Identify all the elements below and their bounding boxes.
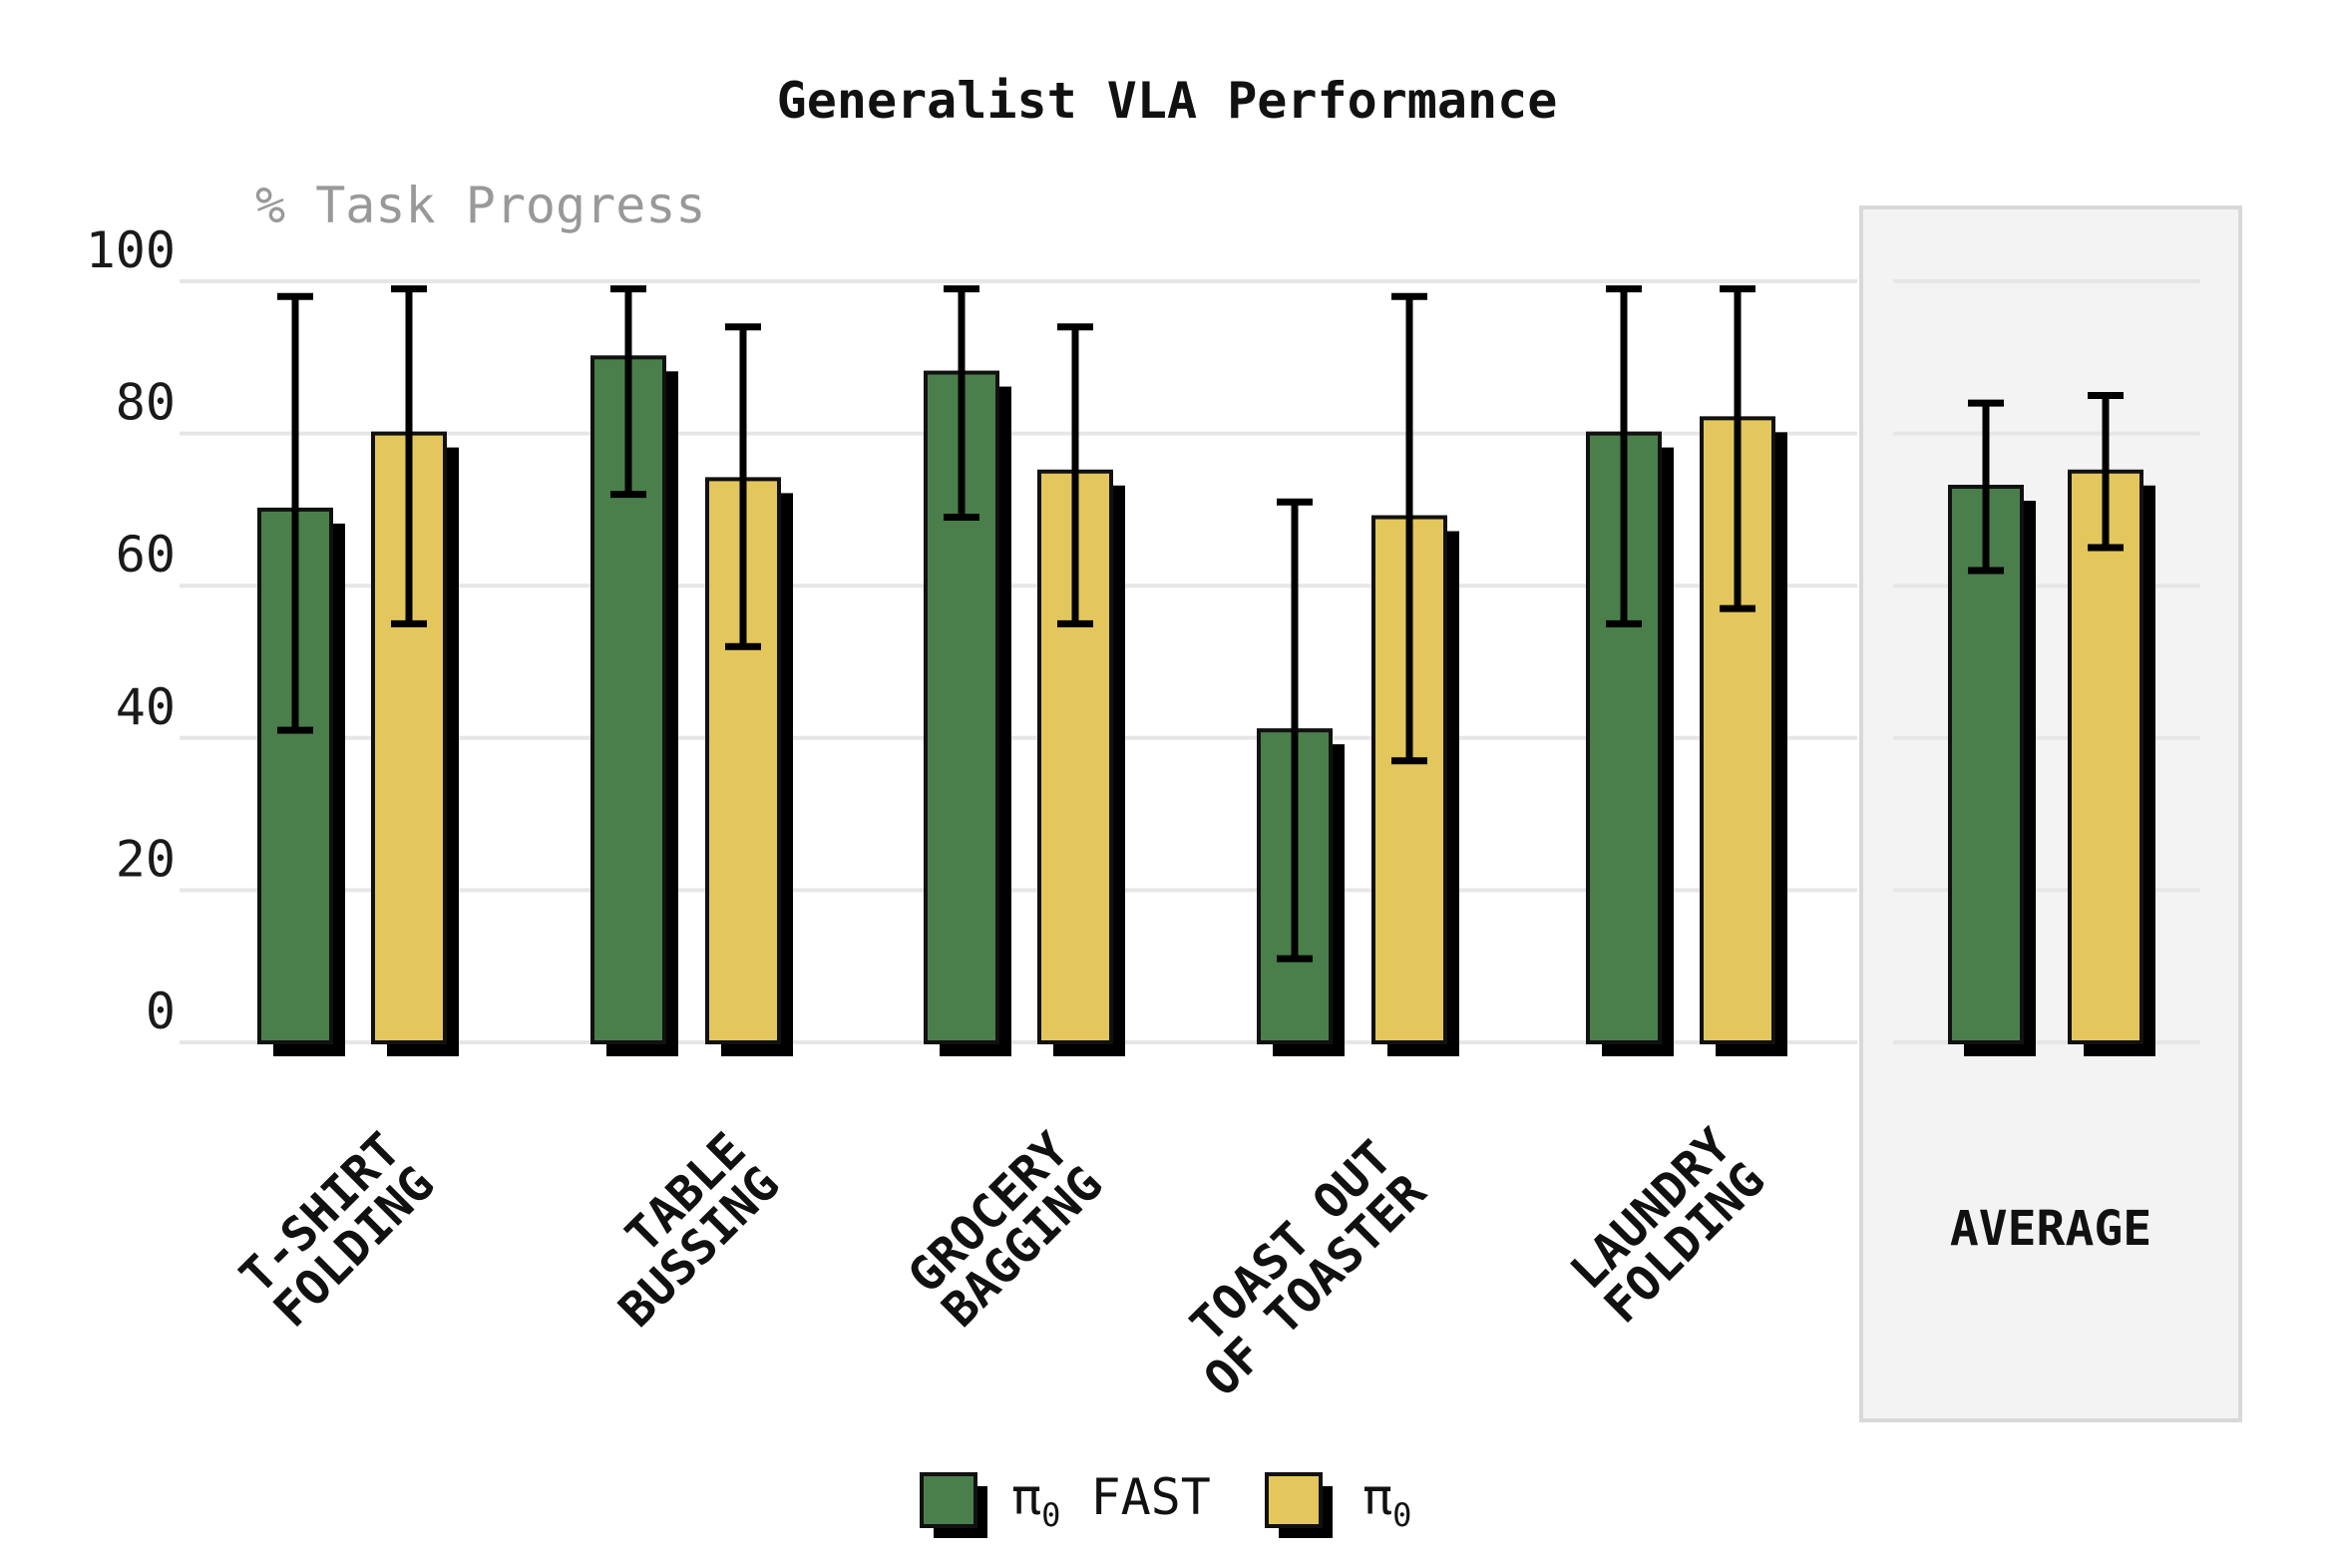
error-bar [1968,399,2004,575]
legend-label: π0 [1362,1468,1411,1534]
bar [1948,485,2024,1044]
legend-label: π0 FAST [1011,1468,1211,1534]
category-label: AVERAGE [1950,1201,2151,1257]
legend-item: π0 [1265,1468,1411,1538]
error-bar [944,285,979,522]
average-panel [1859,205,2242,1422]
y-tick-label: 60 [116,526,176,584]
error-bar [1391,292,1427,765]
error-bar [1057,323,1093,627]
error-bar [277,292,313,734]
error-bar [610,285,646,499]
error-bar [1606,285,1642,627]
y-tick-label: 0 [146,982,176,1040]
y-axis-label: % Task Progress [255,177,706,234]
error-bar [391,285,427,627]
bar [2068,469,2143,1044]
bars [257,355,2155,1057]
error-bar [1277,498,1313,963]
chart-title: Generalist VLA Performance [777,72,1558,130]
legend-swatch [1265,1472,1323,1528]
error-bar [1720,285,1755,612]
error-bars [277,285,2124,963]
y-tick-label: 80 [116,374,176,432]
error-bar [725,323,761,650]
y-tick-label: 40 [116,678,176,736]
legend-item: π0 FAST [920,1468,1211,1538]
error-bar [2088,391,2124,552]
y-tick-label: 100 [86,221,176,279]
y-tick-labels: 0 20 40 60 80 100 [86,221,176,1040]
legend: π0 FAST π0 [920,1468,1411,1538]
legend-swatch [920,1472,977,1528]
y-tick-label: 20 [116,830,176,888]
grid-lines [180,279,2200,1044]
